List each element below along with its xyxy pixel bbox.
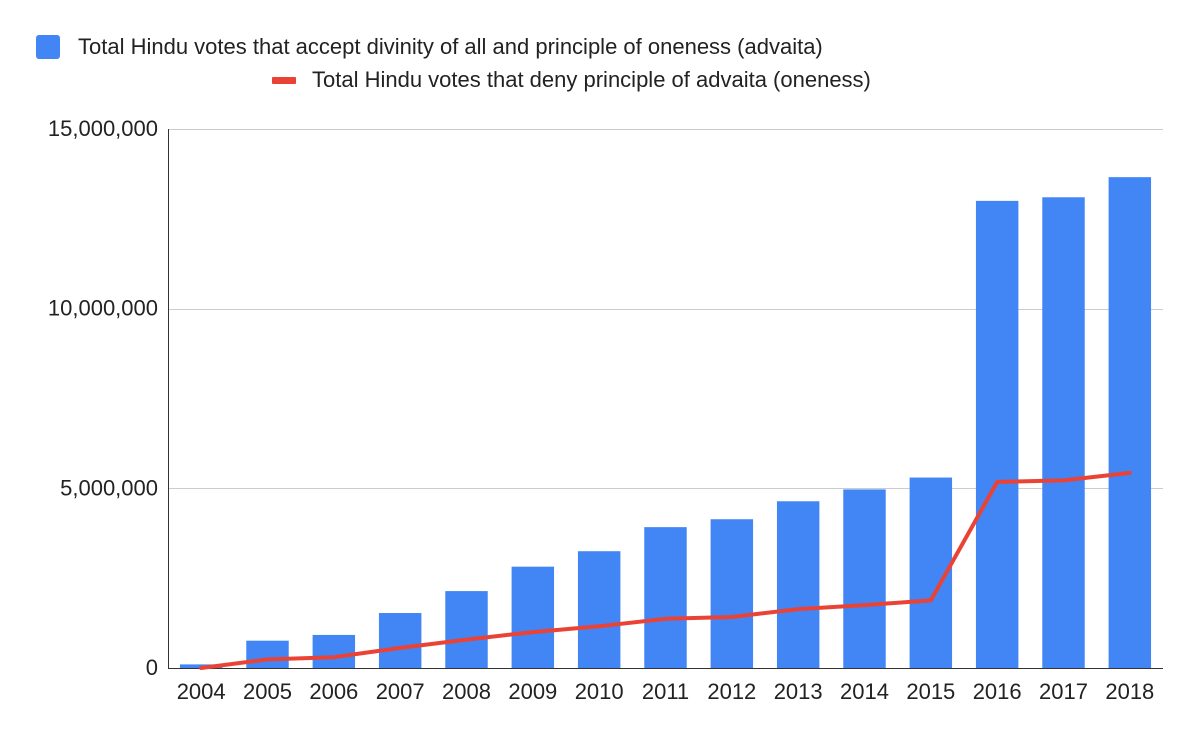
bar-2012 — [710, 519, 754, 668]
bar-2013 — [776, 501, 820, 668]
y-tick-label-3: 15,000,000 — [48, 116, 158, 141]
x-tick-label-2006: 2006 — [309, 679, 358, 704]
legend-swatch-line — [272, 76, 296, 84]
x-tick-label-2007: 2007 — [376, 679, 425, 704]
legend-label-deny-advaita: Total Hindu votes that deny principle of… — [312, 67, 871, 92]
y-tick-label-2: 10,000,000 — [48, 296, 158, 321]
x-axis-ticks: 2004 2005 2006 2007 2008 2009 2010 2011 2012 2013… — [177, 679, 1155, 704]
x-tick-label-2014: 2014 — [840, 679, 889, 704]
legend-entry-deny-advaita: Total Hindu votes that deny principle of… — [272, 67, 871, 93]
x-tick-label-2013: 2013 — [774, 679, 823, 704]
bar-2009 — [511, 566, 555, 668]
axes — [168, 129, 1163, 669]
x-tick-label-2008: 2008 — [442, 679, 491, 704]
y-tick-label-0: 0 — [146, 655, 158, 680]
x-tick-label-2005: 2005 — [243, 679, 292, 704]
bar-2006 — [312, 634, 356, 668]
bar-2011 — [644, 527, 687, 668]
bar-2017 — [1042, 197, 1085, 669]
x-tick-label-2010: 2010 — [575, 679, 624, 704]
legend-swatch-bar — [36, 35, 60, 59]
bar-2010 — [577, 551, 621, 668]
bar-2007 — [378, 613, 422, 668]
bar-series — [179, 177, 1152, 669]
legend-label-accept-advaita: Total Hindu votes that accept divinity o… — [78, 34, 823, 59]
bar-2018 — [1108, 177, 1152, 668]
x-tick-label-2015: 2015 — [906, 679, 955, 704]
bar-2014 — [843, 489, 886, 668]
x-tick-label-2017: 2017 — [1039, 679, 1088, 704]
chart-legend: Total Hindu votes that accept divinity o… — [0, 0, 1200, 110]
x-tick-label-2016: 2016 — [973, 679, 1022, 704]
x-tick-label-2004: 2004 — [177, 679, 226, 704]
y-axis-ticks: 0 5,000,000 10,000,000 15,000,000 — [48, 116, 158, 680]
y-tick-label-1: 5,000,000 — [60, 475, 158, 500]
bar-2005 — [246, 640, 289, 668]
bar-2016 — [975, 200, 1019, 668]
x-tick-label-2011: 2011 — [642, 679, 689, 704]
bar-2008 — [445, 591, 488, 668]
x-tick-label-2018: 2018 — [1105, 679, 1154, 704]
line-series — [199, 470, 1132, 670]
x-tick-label-2009: 2009 — [508, 679, 557, 704]
x-tick-label-2012: 2012 — [707, 679, 756, 704]
legend-entry-accept-advaita: Total Hindu votes that accept divinity o… — [36, 34, 823, 60]
